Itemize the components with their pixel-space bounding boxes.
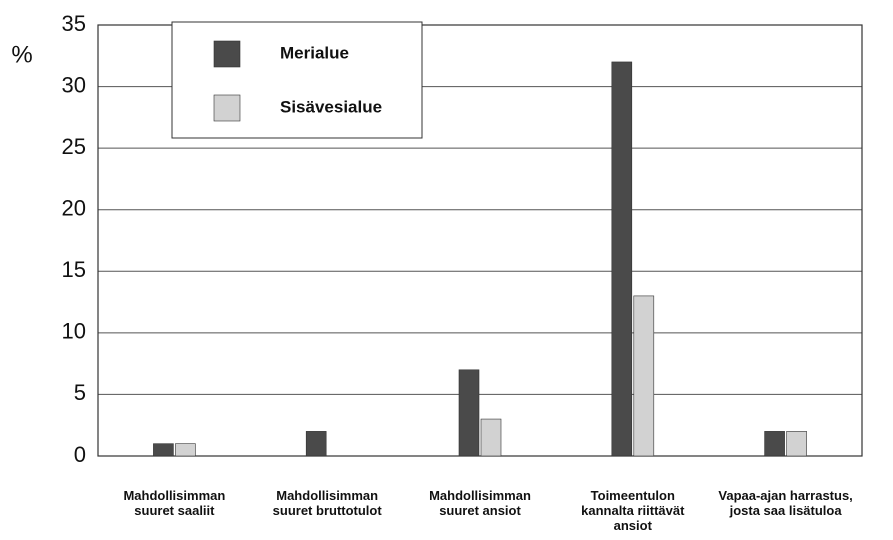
plot-frame [97,24,863,457]
y-tick-label: 25 [62,134,86,159]
y-tick-label: 0 [74,442,86,467]
y-tick-label: 15 [62,257,86,282]
y-tick-label: 5 [74,380,86,405]
y-axis-label: % [11,41,32,68]
y-tick-label: 35 [62,11,86,36]
x-tick-label: Toimeentulon kannalta riittävät ansiot [581,488,685,533]
x-tick-label: Mahdollisimman suuret bruttotulot [272,488,382,518]
legend-label: Merialue [280,43,349,62]
bar [153,443,174,457]
y-tick-label: 30 [62,72,86,97]
legend-swatch [213,40,241,68]
bar [764,431,785,457]
bar [480,418,502,457]
y-tick-label: 10 [62,319,86,344]
bar [305,431,327,457]
y-tick-label: 20 [62,196,86,221]
bar [175,443,196,457]
x-tick-label: Mahdollisimman suuret saaliit [123,488,226,518]
legend-label: Sisävesialue [280,97,382,116]
x-tick-label: Vapaa-ajan harrastus, josta saa lisätulo… [718,488,853,518]
legend-swatch [213,94,241,122]
bar [458,369,480,457]
bar [786,431,807,457]
legend-box [171,21,423,139]
bar [611,61,633,457]
x-tick-label: Mahdollisimman suuret ansiot [429,488,531,518]
bar [633,295,655,457]
